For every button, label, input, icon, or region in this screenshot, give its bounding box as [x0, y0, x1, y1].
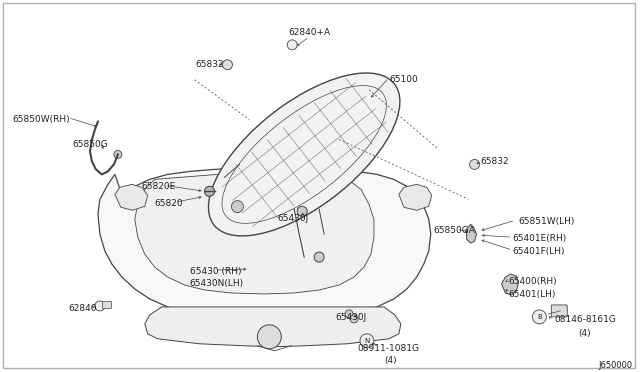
Circle shape — [114, 150, 122, 158]
Circle shape — [314, 252, 324, 262]
Text: 65430J: 65430J — [335, 313, 366, 322]
Circle shape — [95, 301, 105, 311]
Text: (4): (4) — [384, 356, 397, 365]
Circle shape — [360, 334, 374, 348]
Text: 65100: 65100 — [389, 75, 418, 84]
Circle shape — [345, 310, 353, 318]
Polygon shape — [209, 73, 400, 236]
Text: 65430J: 65430J — [277, 214, 308, 223]
Polygon shape — [115, 185, 148, 210]
Polygon shape — [502, 274, 518, 295]
Text: 65820E: 65820E — [141, 182, 176, 191]
Text: 65401F(LH): 65401F(LH) — [513, 247, 565, 256]
Text: 65850W(RH): 65850W(RH) — [12, 115, 70, 124]
Text: 65851W(LH): 65851W(LH) — [518, 217, 575, 226]
FancyBboxPatch shape — [551, 305, 567, 317]
Text: 65401(LH): 65401(LH) — [508, 290, 556, 299]
Text: 08146-8161G: 08146-8161G — [554, 315, 616, 324]
Text: 65850G: 65850G — [72, 140, 108, 148]
Text: 65401E(RH): 65401E(RH) — [513, 234, 566, 243]
Polygon shape — [135, 170, 374, 294]
Text: 65832: 65832 — [481, 157, 509, 166]
Text: 65430N(LH): 65430N(LH) — [189, 279, 244, 288]
Text: 65430 (RH): 65430 (RH) — [189, 267, 241, 276]
Text: 62840: 62840 — [68, 304, 97, 313]
Circle shape — [223, 60, 232, 70]
Polygon shape — [399, 185, 432, 210]
Text: 08911-1081G: 08911-1081G — [357, 344, 419, 353]
Text: 62840+A: 62840+A — [288, 28, 330, 37]
Circle shape — [257, 325, 281, 349]
Circle shape — [350, 315, 358, 323]
Text: 65400(RH): 65400(RH) — [508, 277, 557, 286]
Circle shape — [205, 186, 214, 196]
Text: (4): (4) — [578, 329, 591, 338]
Text: B: B — [537, 314, 541, 320]
Polygon shape — [98, 167, 431, 319]
Polygon shape — [145, 307, 401, 347]
Text: 65850GA: 65850GA — [434, 226, 476, 235]
Text: J650000: J650000 — [598, 361, 632, 370]
Circle shape — [287, 40, 297, 50]
Text: N: N — [364, 338, 369, 344]
Circle shape — [232, 201, 243, 212]
Circle shape — [470, 160, 479, 169]
Polygon shape — [467, 224, 477, 243]
Circle shape — [297, 206, 307, 216]
Text: 65820: 65820 — [155, 199, 183, 208]
FancyBboxPatch shape — [102, 301, 111, 308]
Text: 65832: 65832 — [196, 60, 224, 69]
Circle shape — [532, 310, 547, 324]
